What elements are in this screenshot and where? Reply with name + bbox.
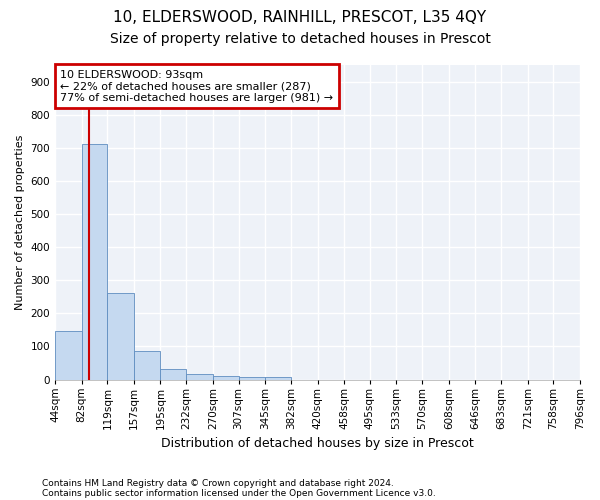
Bar xyxy=(107,293,134,380)
Text: Size of property relative to detached houses in Prescot: Size of property relative to detached ho… xyxy=(110,32,490,46)
Y-axis label: Number of detached properties: Number of detached properties xyxy=(15,134,25,310)
Text: 10, ELDERSWOOD, RAINHILL, PRESCOT, L35 4QY: 10, ELDERSWOOD, RAINHILL, PRESCOT, L35 4… xyxy=(113,10,487,25)
Bar xyxy=(239,378,265,380)
Bar xyxy=(55,330,82,380)
Bar xyxy=(160,368,186,380)
Bar xyxy=(82,144,107,380)
Bar xyxy=(186,374,213,380)
Text: Contains public sector information licensed under the Open Government Licence v3: Contains public sector information licen… xyxy=(42,488,436,498)
X-axis label: Distribution of detached houses by size in Prescot: Distribution of detached houses by size … xyxy=(161,437,474,450)
Text: Contains HM Land Registry data © Crown copyright and database right 2024.: Contains HM Land Registry data © Crown c… xyxy=(42,478,394,488)
Bar xyxy=(213,376,239,380)
Text: 10 ELDERSWOOD: 93sqm
← 22% of detached houses are smaller (287)
77% of semi-deta: 10 ELDERSWOOD: 93sqm ← 22% of detached h… xyxy=(60,70,334,103)
Bar xyxy=(265,378,291,380)
Bar xyxy=(134,352,160,380)
